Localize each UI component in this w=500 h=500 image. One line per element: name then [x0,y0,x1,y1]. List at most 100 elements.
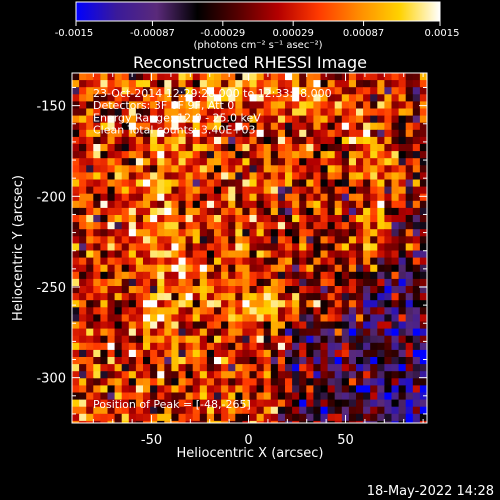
heatmap-cell [348,172,357,181]
heatmap-cell [150,101,158,110]
heatmap-cell [235,108,243,117]
heatmap-cell [377,165,385,173]
heatmap-cell [384,115,393,124]
heatmap-cell [192,286,201,294]
heatmap-cell [313,222,322,230]
heatmap-cell [157,151,165,159]
heatmap-cell [228,87,236,95]
heatmap-cell [107,186,116,195]
heatmap-cell [107,321,116,330]
heatmap-cell [277,94,286,102]
heatmap-cell [405,172,414,181]
heatmap-cell [192,215,201,223]
heatmap-cell [419,236,427,244]
heatmap-cell [214,215,222,223]
heatmap-cell [292,314,300,323]
heatmap-cell [86,293,94,301]
heatmap-cell [185,94,194,102]
heatmap-cell [299,94,307,102]
heatmap-cell [164,215,172,223]
heatmap-cell [398,420,407,423]
heatmap-cell [228,215,236,223]
heatmap-cell [384,94,393,102]
heatmap-cell [320,264,329,273]
heatmap-cell [263,158,272,166]
heatmap-cell [185,236,194,244]
heatmap-cell [306,144,314,152]
heatmap-cell [157,172,165,181]
heatmap-cell [157,229,165,237]
heatmap-cell [93,420,101,423]
heatmap-cell [263,236,272,244]
heatmap-cell [228,399,236,408]
heatmap-cell [150,321,158,330]
heatmap-cell [277,357,286,365]
heatmap-cell [391,357,400,365]
heatmap-cell [192,144,201,152]
heatmap-cell [86,87,94,95]
heatmap-cell [150,144,158,152]
heatmap-cell [263,406,272,415]
heatmap-cell [171,314,180,323]
heatmap-cell [86,243,94,252]
heatmap-cell [299,215,307,223]
heatmap-cell [391,342,400,351]
heatmap-cell [292,271,300,280]
heatmap-cell [348,392,357,401]
heatmap-cell [128,286,137,294]
heatmap-cell [270,236,279,244]
heatmap-cell [377,349,385,358]
heatmap-cell [72,222,80,230]
heatmap-cell [348,179,357,188]
heatmap-cell [206,165,215,173]
heatmap-cell [100,378,109,386]
heatmap-cell [171,307,180,315]
heatmap-cell [164,87,172,95]
heatmap-cell [100,321,109,330]
heatmap-cell [164,158,172,166]
heatmap-cell [356,243,364,252]
heatmap-cell [100,172,109,181]
heatmap-cell [199,73,208,81]
heatmap-cell [235,349,243,358]
heatmap-cell [235,215,243,223]
heatmap-cell [285,136,293,145]
heatmap-cell [93,115,101,124]
heatmap-cell [206,378,215,386]
heatmap-cell [356,108,364,117]
heatmap-cell [214,357,222,365]
heatmap-cell [320,413,329,422]
heatmap-cell [370,264,378,273]
heatmap-cell [157,87,165,95]
heatmap-cell [256,286,265,294]
heatmap-cell [86,371,94,379]
heatmap-cell [348,321,357,330]
heatmap-cell [249,144,258,152]
heatmap-cell [370,385,378,394]
heatmap-cell [157,193,165,202]
heatmap-cell [86,392,94,401]
heatmap-cell [93,257,101,266]
heatmap-cell [135,399,144,408]
heatmap-cell [277,193,286,202]
heatmap-cell [185,314,194,323]
heatmap-cell [79,165,87,173]
heatmap-cell [313,151,322,159]
heatmap-cell [398,200,407,209]
plot-frame [71,72,428,424]
heatmap-cell [270,122,279,131]
heatmap-cell [107,413,116,422]
heatmap-cell [398,186,407,195]
heatmap-cell [100,328,109,337]
heatmap-cell [256,87,265,95]
heatmap-cell [178,144,187,152]
heatmap-cell [292,80,300,88]
heatmap-cell [370,207,378,216]
heatmap-cell [256,307,265,315]
heatmap-cell [178,378,187,386]
heatmap-cell [214,314,222,323]
heatmap-cell [79,87,87,95]
heatmap-cell [107,357,116,365]
heatmap-cell [206,115,215,124]
heatmap-cell [320,257,329,266]
